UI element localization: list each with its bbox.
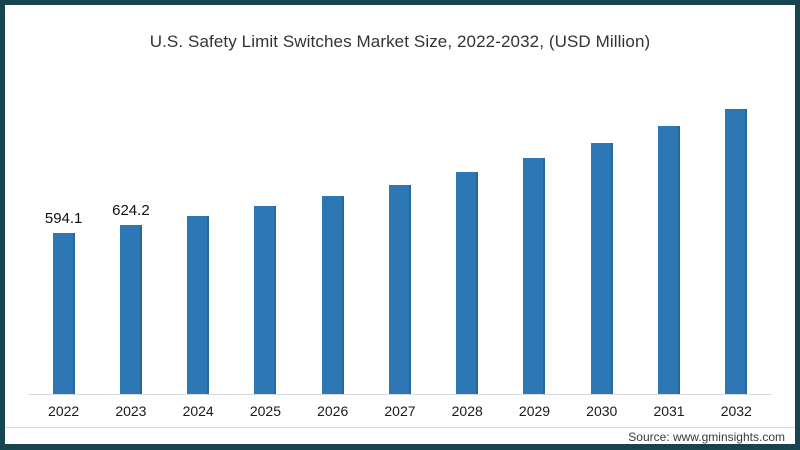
bar-2031 [658,126,681,394]
bar-column: 594.1 [30,100,97,394]
bar-2025 [254,206,277,394]
bar-2022 [52,233,75,394]
bar-column [568,100,635,394]
x-tick-label: 2029 [518,403,551,419]
x-axis-line [28,394,772,395]
x-tick-label: 2031 [653,403,685,419]
bar-2030 [590,143,613,394]
bar-value-label: 594.1 [44,210,83,227]
bar-column [434,100,501,394]
bar-column [703,100,770,394]
x-tick-label: 2030 [586,403,618,419]
x-tick-label: 2027 [384,403,416,419]
bar-column: 624.2 [97,100,164,394]
x-tick-label: 2022 [48,403,80,419]
bar-column [366,100,433,394]
chart-title: U.S. Safety Limit Switches Market Size, … [149,32,651,51]
bar-2024 [187,216,210,394]
x-tick-label: 2024 [182,403,214,419]
bar-column [165,100,232,394]
x-tick-label: 2028 [451,403,483,419]
footer-divider [5,427,795,428]
x-tick-label: 2023 [115,403,147,419]
bar-value-label: 624.2 [112,202,150,219]
bar-2029 [523,158,546,394]
bar-column [232,100,299,394]
bar-2026 [321,196,344,394]
x-tick-label: 2026 [317,403,349,419]
plot-area: 594.1 624.2 [30,100,770,394]
x-axis-labels: 2022 2023 2024 2025 2026 2027 2028 2029 2030 2031… [30,403,770,419]
source-credit: Source: www.gminsights.com [628,430,785,444]
bar-column [299,100,366,394]
bar-column [501,100,568,394]
bar-2028 [456,172,479,394]
bar-2032 [725,109,748,394]
x-tick-label: 2032 [720,403,752,419]
bar-column [635,100,702,394]
bar-2023 [119,225,142,394]
x-tick-label: 2025 [249,403,281,419]
bar-2027 [388,185,411,394]
